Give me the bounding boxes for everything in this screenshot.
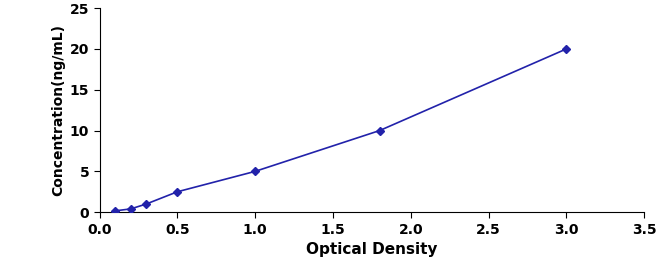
X-axis label: Optical Density: Optical Density — [306, 242, 438, 257]
Y-axis label: Concentration(ng/mL): Concentration(ng/mL) — [52, 24, 66, 196]
